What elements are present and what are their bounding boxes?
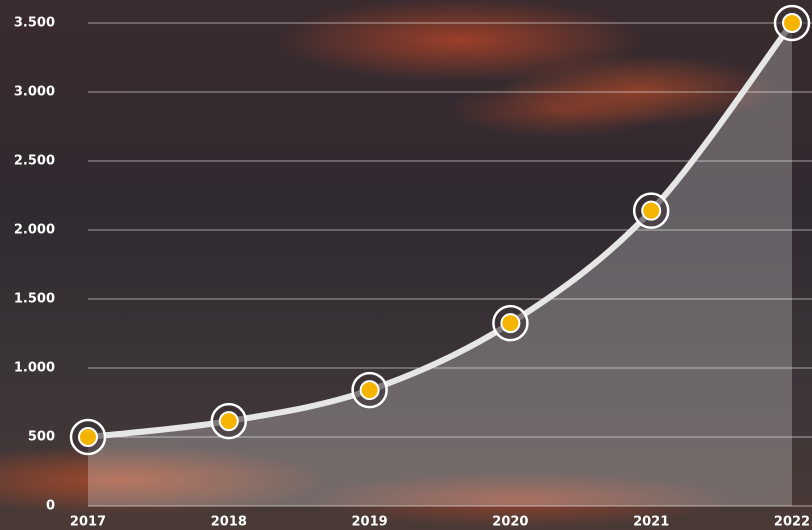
- y-tick-label: 2.500: [14, 154, 55, 169]
- y-tick-label: 1.000: [14, 361, 55, 376]
- x-tick-label: 2021: [633, 515, 669, 530]
- marker: [783, 14, 801, 32]
- y-tick-label: 1.500: [14, 292, 55, 307]
- y-tick-label: 3.000: [14, 85, 55, 100]
- marker: [220, 412, 238, 430]
- chart: 0 500 1.000 1.500 2.000 2.500 3.000 3.500 2017 20…: [0, 0, 812, 530]
- x-tick-label: 2017: [70, 515, 106, 530]
- y-tick-label: 3.500: [14, 16, 55, 31]
- marker: [361, 381, 379, 399]
- y-tick-label: 2.000: [14, 223, 55, 238]
- x-tick-label: 2019: [352, 515, 388, 530]
- marker: [501, 314, 519, 332]
- x-tick-label: 2022: [774, 515, 810, 530]
- marker: [79, 428, 97, 446]
- marker: [642, 202, 660, 220]
- y-tick-label: 500: [28, 430, 55, 445]
- x-tick-label: 2018: [211, 515, 247, 530]
- x-tick-label: 2020: [492, 515, 528, 530]
- area: [88, 23, 792, 506]
- y-tick-label: 0: [46, 499, 55, 514]
